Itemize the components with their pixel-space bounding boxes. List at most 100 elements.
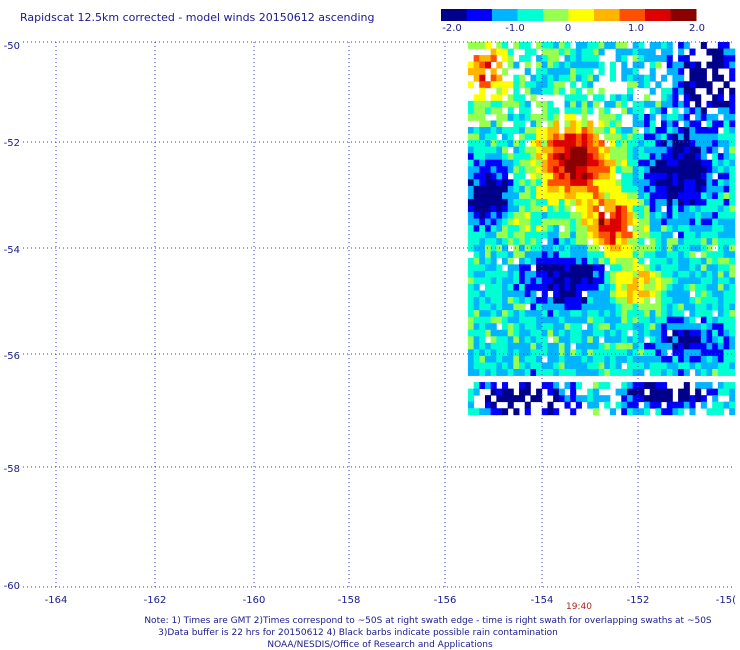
swath-cell [490,225,497,233]
swath-cell [661,251,668,259]
swath-cell [553,159,560,167]
swath-cell [541,153,548,161]
swath-cell [666,133,673,141]
swath-cell [638,107,645,115]
swath-cell [683,153,690,161]
swath-cell [558,159,565,167]
swath-cell [604,127,611,134]
swath-cell [575,329,582,337]
swath-cell [490,303,497,311]
swath-cell [519,133,526,141]
swath-cell [695,297,702,304]
swath-cell [655,388,662,396]
swath-cell [706,48,713,56]
swath-cell [655,349,662,357]
swath-cell [638,277,645,285]
swath-cell [717,153,724,161]
swath-cell [467,81,475,89]
swath-cell [513,408,520,416]
swath-cell [723,192,730,200]
swath-cell [700,297,707,304]
swath-cell [609,94,617,102]
swath-cell [683,55,690,63]
swath-cell [717,316,724,324]
swath-cell [530,127,537,134]
swath-cell [604,283,611,291]
swath-cell [666,257,673,265]
swath-cell [729,395,736,403]
swath-cell [604,257,611,265]
swath-cell [655,198,662,206]
swath-cell [666,316,673,324]
swath-cell [609,68,617,76]
swath-cell [678,277,685,285]
swath-cell [655,42,662,49]
swath-cell [519,231,526,239]
swath-cell [723,342,730,350]
swath-cell [564,113,571,121]
swath-cell [541,329,548,337]
swath-cell [700,192,707,200]
swath-cell [479,212,486,219]
swath-cell [717,270,724,278]
swath-cell [700,382,707,390]
swath-cell [502,179,509,187]
swath-cell [496,342,503,350]
swath-cell [541,87,548,95]
swath-cell [621,369,628,376]
swath-cell [507,159,514,167]
swath-cell [604,198,611,206]
swath-cell [700,395,707,403]
swath-cell [467,310,475,318]
swath-cell [496,395,503,403]
swath-cell [558,198,565,206]
swath-cell [638,408,645,416]
swath-cell [547,179,554,187]
swath-cell [638,349,645,357]
swath-cell [609,329,617,337]
swath-cell [655,133,662,141]
swath-cell [723,323,730,331]
swath-cell [473,382,480,390]
swath-cell [502,382,509,390]
swath-cell [706,225,713,233]
swath-cell [519,369,526,376]
swath-cell [717,198,724,206]
colorbar-segment [645,9,671,21]
swath-cell [541,362,548,370]
swath-cell [649,251,656,259]
swath-cell [587,100,594,108]
swath-cell [683,198,690,206]
swath-cell [519,107,526,115]
swath-cell [575,153,582,161]
swath-cell [609,303,617,311]
swath-cell [570,290,577,298]
swath-cell [649,198,656,206]
swath-cell [644,382,651,390]
swath-cell [524,42,531,49]
swath-cell [706,251,713,259]
swath-cell [689,192,696,200]
swath-cell [615,205,622,213]
swath-cell [592,408,599,416]
swath-cell [519,205,526,213]
swath-cell [689,283,696,291]
swath-cell [689,401,696,409]
swath-cell [541,342,548,350]
swath-cell [598,94,605,102]
swath-cell [678,172,685,180]
swath-cell [484,225,492,233]
swath-cell [592,179,599,187]
swath-cell [564,153,571,161]
swath-cell [649,382,656,390]
swath-cell [655,401,662,409]
swath-cell [473,355,480,363]
swath-cell [513,225,520,233]
swath-cell [581,42,588,49]
swath-cell [496,120,503,128]
swath-cell [541,290,548,298]
swath-cell [632,61,639,69]
swath-cell [479,238,486,246]
swath-cell [536,113,543,121]
